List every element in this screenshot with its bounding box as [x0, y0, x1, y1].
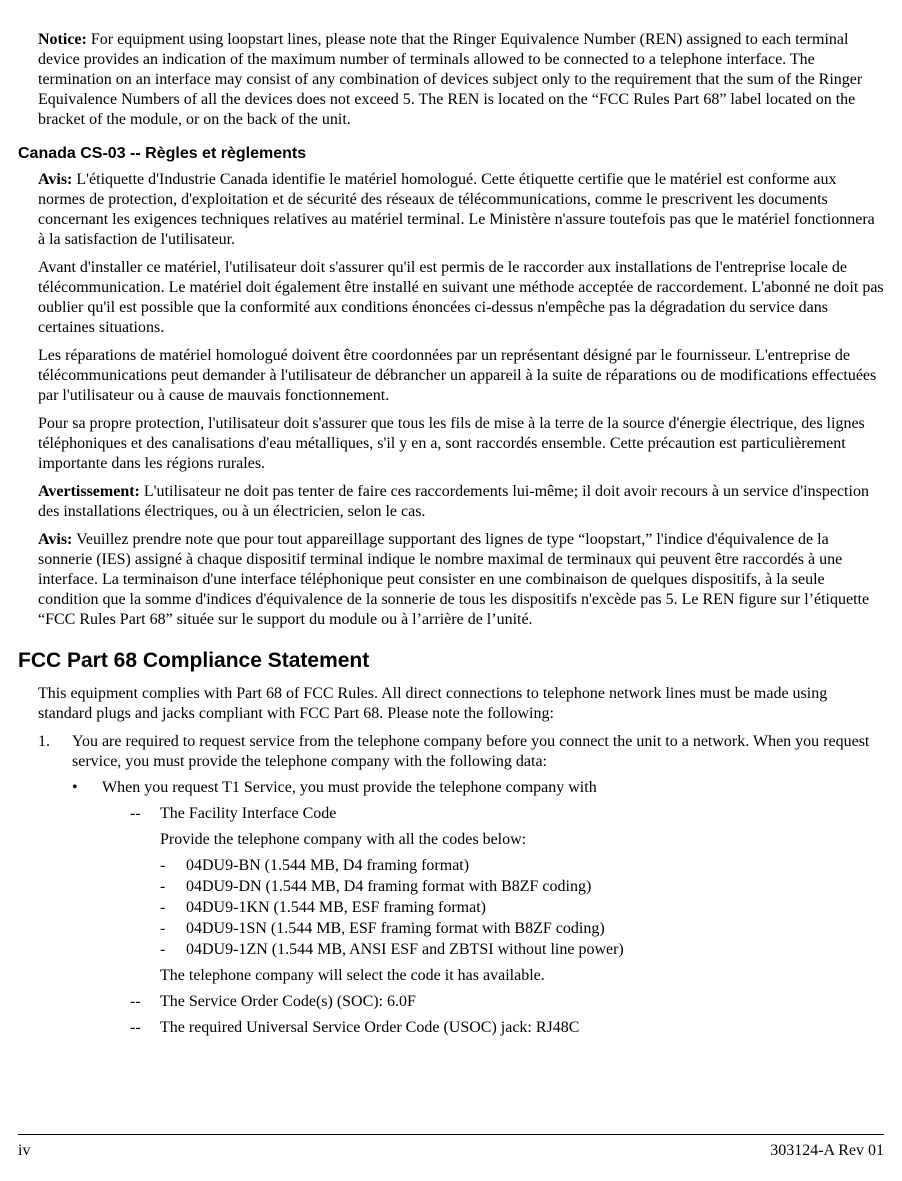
- avis-label: Avis:: [38, 171, 72, 188]
- dash-item-3: -- The required Universal Service Order …: [130, 1018, 884, 1038]
- bullet-text: When you request T1 Service, you must pr…: [102, 778, 884, 798]
- cs03-avis-paragraph: Avis: L'étiquette d'Industrie Canada ide…: [38, 170, 884, 250]
- dash-icon: --: [130, 804, 160, 824]
- code-text: 04DU9-1ZN (1.544 MB, ANSI ESF and ZBTSI …: [186, 940, 624, 960]
- dash-item-2: -- The Service Order Code(s) (SOC): 6.0F: [130, 992, 884, 1012]
- page-footer: iv 303124-A Rev 01: [18, 1134, 884, 1161]
- fcc-ordered-list: 1. You are required to request service f…: [38, 732, 884, 1044]
- fcc-item-1: 1. You are required to request service f…: [38, 732, 884, 1044]
- bullet-icon: •: [72, 778, 102, 1044]
- cs03-heading: Canada CS-03 -- Règles et règlements: [18, 144, 884, 164]
- sub-mark-icon: -: [160, 856, 186, 876]
- dash-icon: --: [130, 1018, 160, 1038]
- avert-text: L'utilisateur ne doit pas tenter de fair…: [38, 483, 869, 520]
- bullet-list: • When you request T1 Service, you must …: [72, 778, 884, 1044]
- avert-label: Avertissement:: [38, 483, 140, 500]
- fcc-heading: FCC Part 68 Compliance Statement: [18, 648, 884, 674]
- fcc-intro: This equipment complies with Part 68 of …: [38, 684, 884, 724]
- sub-mark-icon: -: [160, 877, 186, 897]
- sub-mark-icon: -: [160, 898, 186, 918]
- provide-line: Provide the telephone company with all t…: [160, 830, 884, 850]
- code-list: -04DU9-BN (1.544 MB, D4 framing format) …: [160, 856, 884, 960]
- doc-revision: 303124-A Rev 01: [770, 1141, 884, 1161]
- code-text: 04DU9-BN (1.544 MB, D4 framing format): [186, 856, 469, 876]
- cs03-p2: Avant d'installer ce matériel, l'utilisa…: [38, 258, 884, 338]
- notice-paragraph: Notice: For equipment using loopstart li…: [38, 30, 884, 130]
- avis2-label: Avis:: [38, 531, 72, 548]
- cs03-avis2-paragraph: Avis: Veuillez prendre note que pour tou…: [38, 530, 884, 630]
- after-codes: The telephone company will select the co…: [160, 966, 884, 986]
- page-number: iv: [18, 1141, 30, 1161]
- sub-mark-icon: -: [160, 940, 186, 960]
- code-item: -04DU9-BN (1.544 MB, D4 framing format): [160, 856, 884, 876]
- cs03-p3: Les réparations de matériel homologué do…: [38, 346, 884, 406]
- dash-item-1: -- The Facility Interface Code Provide t…: [130, 804, 884, 986]
- sub-mark-icon: -: [160, 919, 186, 939]
- item-text: You are required to request service from…: [72, 732, 884, 772]
- notice-label: Notice:: [38, 31, 87, 48]
- code-item: -04DU9-1KN (1.544 MB, ESF framing format…: [160, 898, 884, 918]
- code-item: -04DU9-1ZN (1.544 MB, ANSI ESF and ZBTSI…: [160, 940, 884, 960]
- code-text: 04DU9-1KN (1.544 MB, ESF framing format): [186, 898, 486, 918]
- code-text: 04DU9-DN (1.544 MB, D4 framing format wi…: [186, 877, 591, 897]
- avis2-text: Veuillez prendre note que pour tout appa…: [38, 531, 869, 628]
- cs03-avert-paragraph: Avertissement: L'utilisateur ne doit pas…: [38, 482, 884, 522]
- code-item: -04DU9-1SN (1.544 MB, ESF framing format…: [160, 919, 884, 939]
- dash2-text: The Service Order Code(s) (SOC): 6.0F: [160, 992, 884, 1012]
- dash3-text: The required Universal Service Order Cod…: [160, 1018, 884, 1038]
- dash1-text: The Facility Interface Code: [160, 804, 884, 824]
- item-index: 1.: [38, 732, 72, 772]
- avis-text: L'étiquette d'Industrie Canada identifie…: [38, 171, 875, 248]
- bullet-item: • When you request T1 Service, you must …: [72, 778, 884, 1044]
- dash-icon: --: [130, 992, 160, 1012]
- code-item: -04DU9-DN (1.544 MB, D4 framing format w…: [160, 877, 884, 897]
- code-text: 04DU9-1SN (1.544 MB, ESF framing format …: [186, 919, 605, 939]
- cs03-p4: Pour sa propre protection, l'utilisateur…: [38, 414, 884, 474]
- dash-list: -- The Facility Interface Code Provide t…: [130, 804, 884, 1038]
- notice-text: For equipment using loopstart lines, ple…: [38, 31, 862, 128]
